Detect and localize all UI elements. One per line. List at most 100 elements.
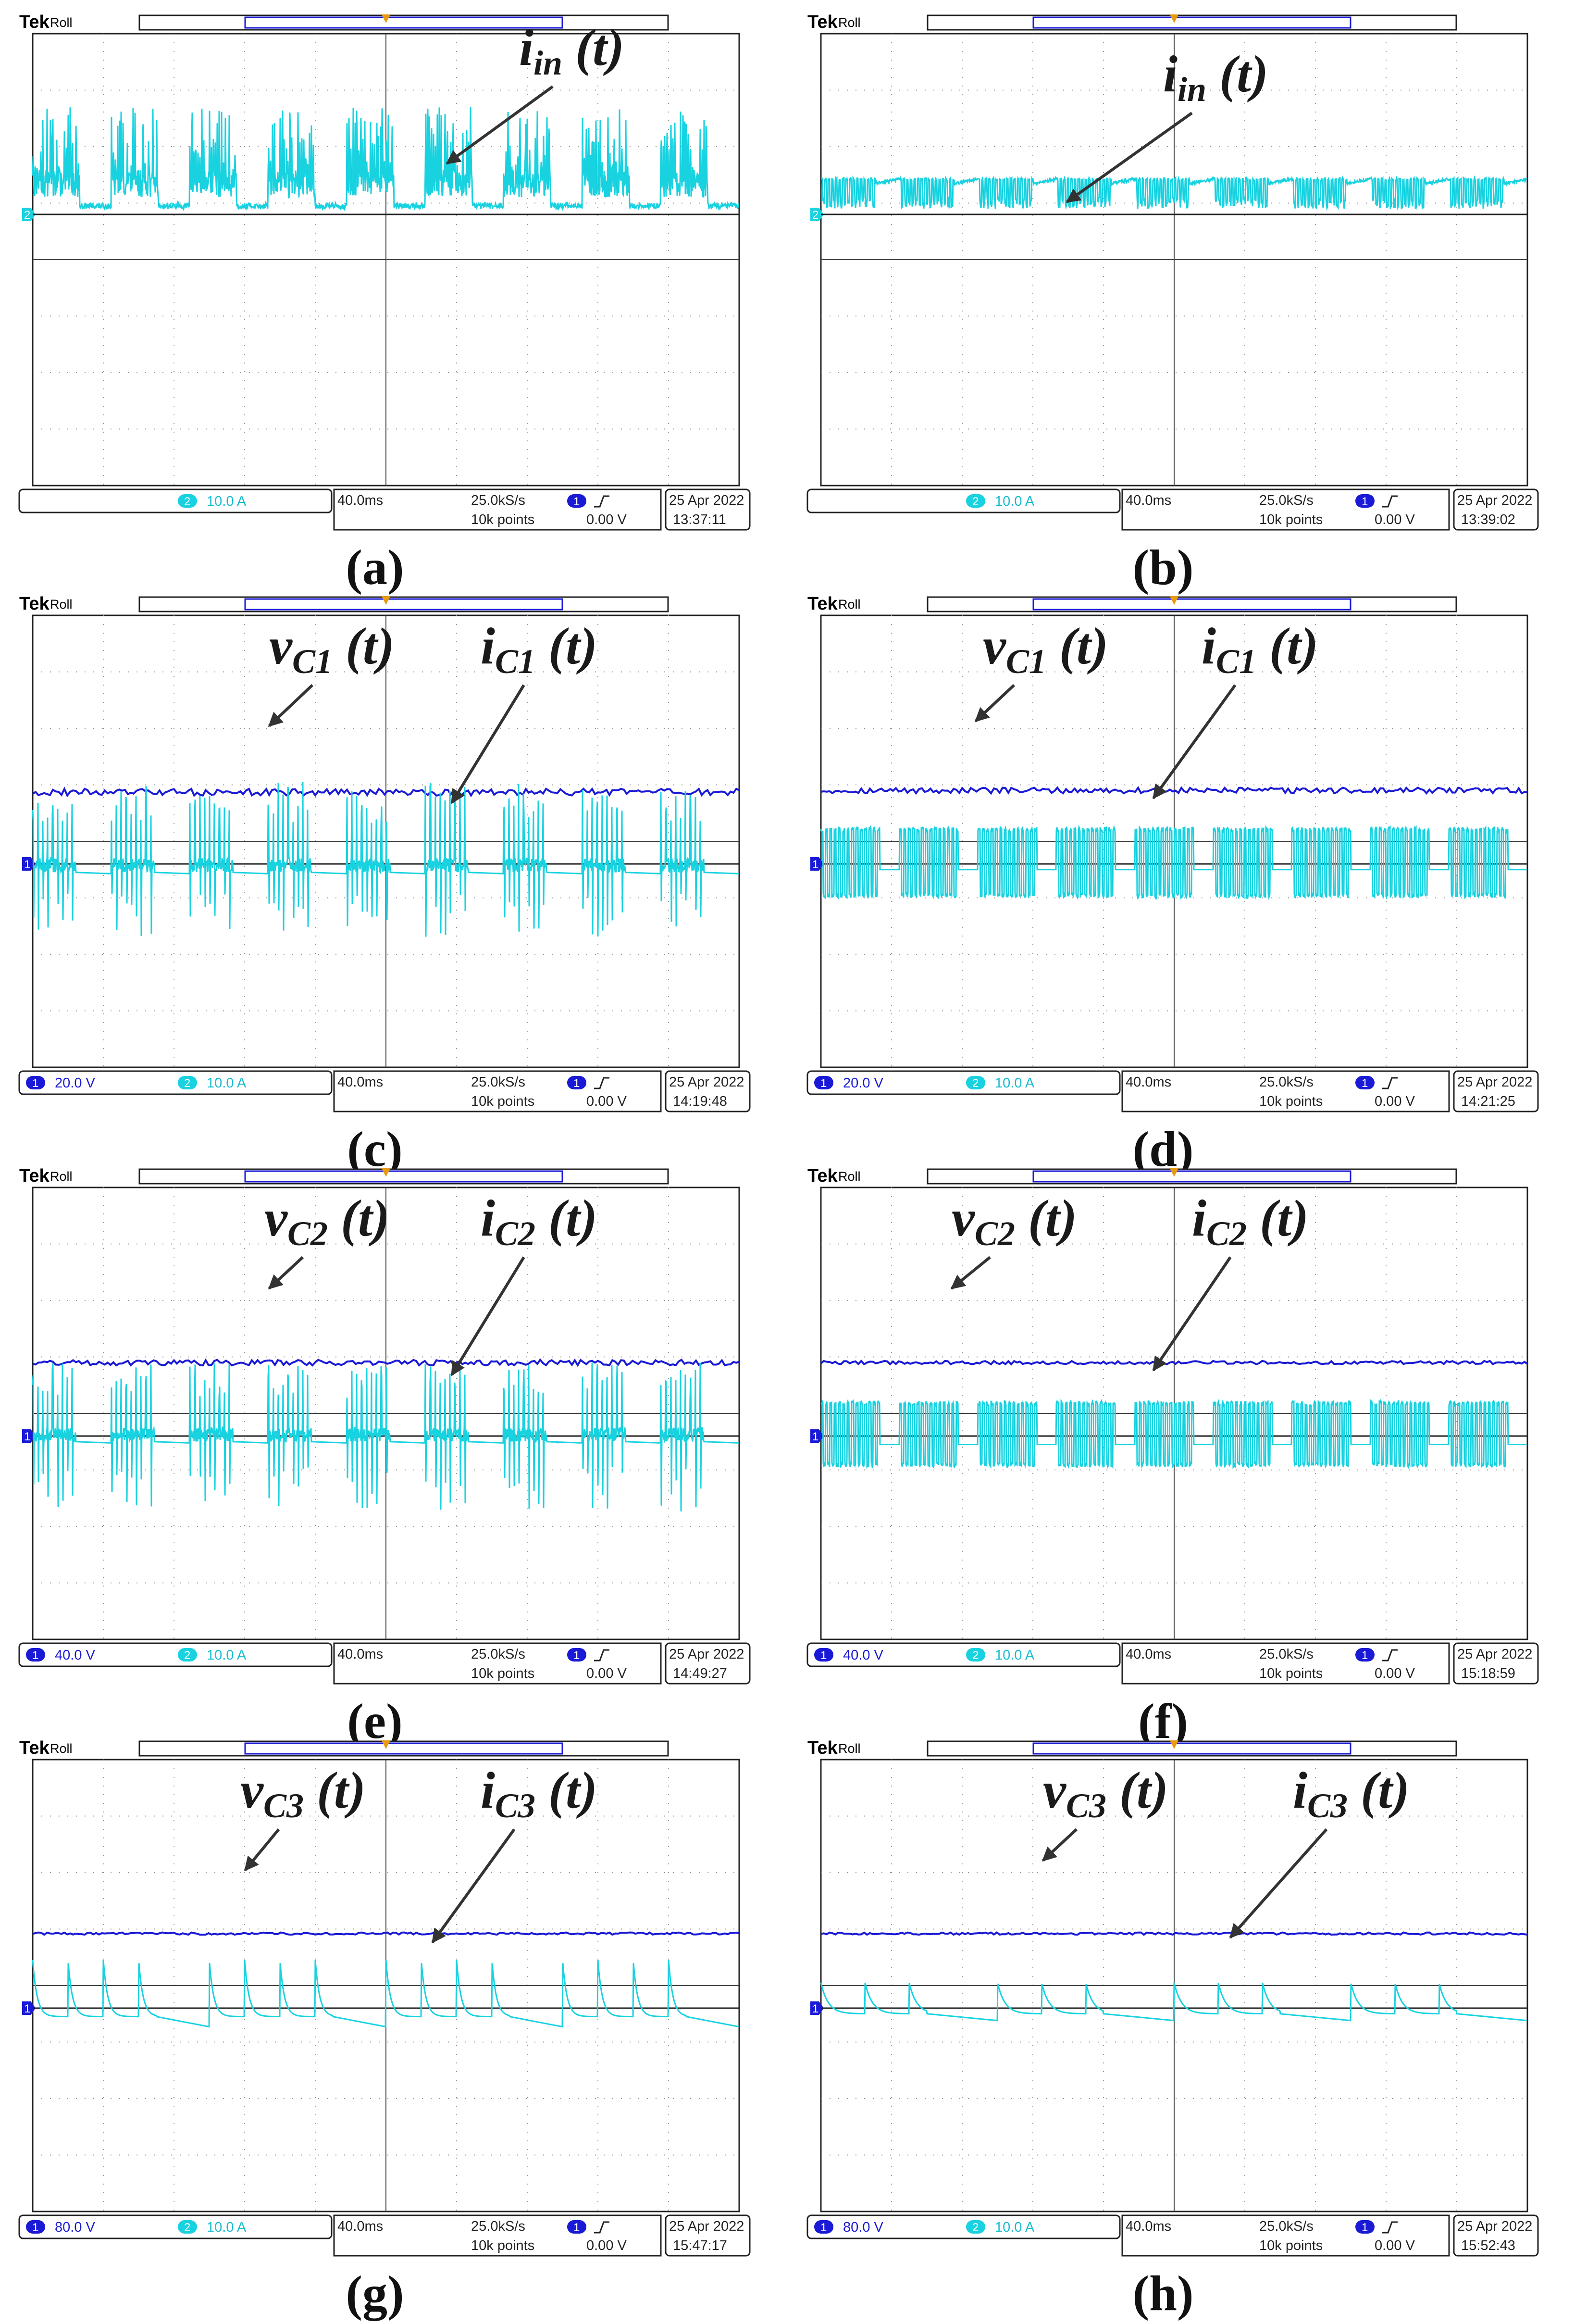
channel-1-id: 1: [820, 1649, 827, 1662]
channel-scale-box: [806, 488, 1121, 513]
channel-2-id: 2: [972, 495, 979, 508]
pointer-arrow-icon: [431, 1828, 516, 1944]
ground-marker-label: 1: [24, 2002, 30, 2015]
sample-rate: 25.0kS/s: [1259, 493, 1314, 508]
signal-label-vC1: vC1 (t): [269, 618, 395, 681]
trigger-source-badge: [567, 2220, 586, 2234]
trigger-position-icon: [1170, 14, 1178, 23]
record-window: [244, 598, 563, 611]
panel-caption: (a): [346, 540, 404, 595]
trace-1-vC3: [32, 1931, 740, 1936]
rising-edge-icon: [1382, 1649, 1398, 1662]
channel-1-scale: 80.0 V: [843, 2220, 883, 2235]
panel-caption: (e): [347, 1694, 402, 1749]
rising-edge-icon: [1382, 495, 1398, 508]
scope-panel-e: Tek Roll 1 1 40.0 V 2 10.0 A 40.0ms 25.0kS/s 10k …: [18, 1166, 751, 1749]
ground-marker-label: 1: [812, 2002, 818, 2015]
channel-scale-box: [18, 1070, 333, 1095]
capture-time: 15:18:59: [1461, 1666, 1515, 1681]
trigger-source-id: 1: [573, 1649, 580, 1662]
scope-panel-d: Tek Roll 1 1 20.0 V 2 10.0 A 40.0ms 25.0kS/s 10k …: [806, 594, 1539, 1177]
channel-scale-box: [18, 1642, 333, 1667]
channel-2-badge: [966, 494, 985, 508]
trace-1-vC2: [820, 1359, 1528, 1366]
trace-1-vC1: [820, 786, 1528, 795]
sample-rate: 25.0kS/s: [1259, 1647, 1314, 1662]
record-length: 10k points: [1259, 1094, 1323, 1109]
trigger-position-icon: [382, 596, 390, 605]
capture-time: 14:21:25: [1461, 1094, 1515, 1109]
trigger-position-icon: [382, 1168, 390, 1177]
scope-panel-h: Tek Roll 1 1 80.0 V 2 10.0 A 40.0ms 25.0kS/s 10k …: [806, 1738, 1539, 2321]
pointer-arrow-icon: [1152, 684, 1237, 800]
scope-mode-label: Roll: [838, 597, 861, 612]
pointer-arrow-icon: [1041, 1828, 1078, 1862]
sample-rate: 25.0kS/s: [1259, 1075, 1314, 1090]
scope-brand-label: Tek: [19, 1166, 50, 1186]
sample-rate: 25.0kS/s: [471, 1647, 525, 1662]
sample-rate: 25.0kS/s: [471, 2219, 525, 2234]
trigger-source-id: 1: [1362, 1649, 1368, 1662]
capture-date: 25 Apr 2022: [669, 2219, 744, 2234]
record-length: 10k points: [471, 512, 534, 527]
trace-2-iin: [820, 175, 1527, 211]
signal-label-iC3: iC3 (t): [481, 1762, 597, 1825]
channel-2-id: 2: [184, 1649, 190, 1662]
pointer-arrow-icon: [950, 1256, 991, 1290]
trace-1-vC2: [32, 1358, 740, 1367]
channel-1-scale: 20.0 V: [55, 1075, 95, 1091]
rising-edge-icon: [1382, 1077, 1398, 1089]
channel-2-id: 2: [184, 2221, 190, 2234]
channel-1-badge: [26, 1076, 45, 1089]
time-per-div: 40.0ms: [337, 2219, 383, 2234]
record-window: [1032, 598, 1351, 611]
record-length: 10k points: [471, 1094, 534, 1109]
scope-mode-label: Roll: [838, 1741, 861, 1756]
channel-2-id: 2: [972, 1077, 979, 1090]
trigger-level: 0.00 V: [1375, 512, 1415, 527]
channel-scale-box: [806, 1070, 1121, 1095]
rising-edge-icon: [1382, 2221, 1398, 2234]
channel-scale-box: [18, 2214, 333, 2239]
trigger-source-id: 1: [573, 495, 580, 508]
trace-2-iC3: [820, 1982, 1527, 2022]
ground-marker-label: 1: [812, 858, 818, 871]
trigger-position-icon: [382, 1740, 390, 1749]
channel-2-scale: 10.0 A: [207, 494, 247, 509]
panel-caption: (h): [1132, 2266, 1193, 2321]
channel-scale-box: [806, 2214, 1121, 2239]
ground-marker-label: 2: [812, 209, 818, 222]
capture-date: 25 Apr 2022: [1457, 2219, 1532, 2234]
scope-brand-label: Tek: [807, 594, 838, 614]
trigger-level: 0.00 V: [586, 512, 627, 527]
channel-2-scale: 10.0 A: [995, 2220, 1035, 2235]
channel-2-scale: 10.0 A: [207, 1648, 247, 1663]
channel-1-id: 1: [820, 1077, 827, 1090]
ground-marker-icon: 2: [810, 208, 824, 222]
channel-1-scale: 40.0 V: [843, 1648, 883, 1663]
ground-marker-icon: 1: [810, 1429, 824, 1443]
trigger-source-id: 1: [1362, 2221, 1368, 2234]
ground-marker-icon: 1: [22, 2001, 36, 2015]
channel-2-id: 2: [972, 1649, 979, 1662]
scope-mode-label: Roll: [50, 1169, 73, 1184]
channel-1-scale: 20.0 V: [843, 1075, 883, 1091]
channel-1-badge: [814, 2220, 833, 2234]
scope-brand-label: Tek: [19, 594, 50, 614]
channel-scale-box: [18, 488, 333, 513]
signal-label-vC2: vC2 (t): [264, 1190, 390, 1253]
scope-panel-g: Tek Roll 1 1 80.0 V 2 10.0 A 40.0ms 25.0kS/s 10k …: [18, 1738, 751, 2321]
trigger-level: 0.00 V: [1375, 1666, 1415, 1681]
channel-2-scale: 10.0 A: [995, 1648, 1035, 1663]
trigger-source-id: 1: [1362, 495, 1368, 508]
trigger-source-id: 1: [573, 2221, 580, 2234]
capture-date: 25 Apr 2022: [669, 493, 744, 508]
capture-time: 14:49:27: [673, 1666, 727, 1681]
pointer-arrow-icon: [1152, 1256, 1232, 1372]
trigger-level: 0.00 V: [586, 2238, 627, 2253]
scope-panel-b: Tek Roll 2 2 10.0 A 40.0ms 25.0kS/s 10k points 1…: [806, 12, 1539, 595]
scope-mode-label: Roll: [50, 1741, 73, 1756]
pointer-arrow-icon: [268, 684, 314, 727]
signal-label-vC3: vC3 (t): [240, 1762, 366, 1825]
